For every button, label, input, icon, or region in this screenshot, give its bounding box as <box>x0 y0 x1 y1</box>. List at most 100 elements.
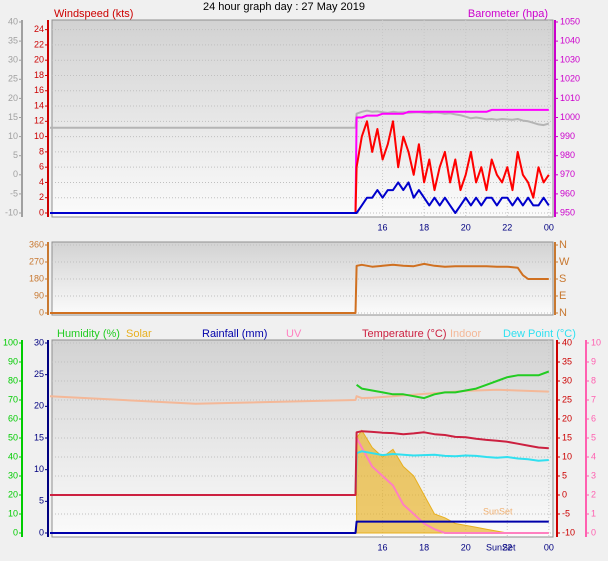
y-tick-label: 1020 <box>560 74 580 84</box>
y-tick-label: 80 <box>8 375 18 385</box>
y-tick-label: 12 <box>34 116 44 126</box>
y-tick-label: S <box>559 273 566 285</box>
y-tick-label: 30 <box>562 375 572 385</box>
x-tick-label: 16 <box>378 542 388 552</box>
y-tick-label: 7 <box>591 394 596 404</box>
y-tick-label: 2 <box>39 192 44 202</box>
y-tick-label: 0 <box>562 489 567 499</box>
y-tick-label: 25 <box>8 74 18 84</box>
y-tick-label: -5 <box>562 508 570 518</box>
y-tick-label: 5 <box>39 496 44 506</box>
y-tick-label: 90 <box>34 290 44 300</box>
y-tick-label: 0 <box>39 307 44 317</box>
y-tick-label: -10 <box>562 527 575 537</box>
y-tick-label: 1050 <box>560 16 580 26</box>
y-tick-label: 4 <box>39 177 44 187</box>
y-tick-label: 1030 <box>560 55 580 65</box>
y-tick-label: 6 <box>39 162 44 172</box>
x-tick-label: 22 <box>502 222 512 232</box>
y-tick-label: 18 <box>34 70 44 80</box>
y-tick-label: 1010 <box>560 93 580 103</box>
y-tick-label: 10 <box>591 337 601 347</box>
x-tick-label: 16 <box>378 222 388 232</box>
y-tick-label: 30 <box>34 337 44 347</box>
y-tick-label: 1000 <box>560 112 580 122</box>
line <box>50 120 550 214</box>
y-tick-label: 40 <box>8 451 18 461</box>
y-tick-label: -10 <box>5 207 18 217</box>
y-tick-label: 0 <box>591 527 596 537</box>
y-tick-label: 24 <box>34 24 44 34</box>
y-tick-label: 0 <box>39 527 44 537</box>
y-tick-label: 3 <box>591 470 596 480</box>
y-tick-label: N <box>559 307 567 319</box>
y-tick-label: 9 <box>591 356 596 366</box>
y-tick-label: 0 <box>13 527 18 537</box>
y-tick-label: W <box>559 256 570 268</box>
annotation: SunSet <box>486 542 516 552</box>
y-tick-label: 270 <box>29 256 44 266</box>
y-tick-label: 6 <box>591 413 596 423</box>
y-tick-label: 1 <box>591 508 596 518</box>
y-tick-label: 4 <box>591 451 596 461</box>
line <box>50 109 550 129</box>
y-tick-label: 15 <box>34 432 44 442</box>
y-tick-label: 960 <box>560 188 575 198</box>
y-tick-label: 10 <box>34 464 44 474</box>
y-tick-label: 14 <box>34 100 44 110</box>
y-tick-label: 20 <box>34 401 44 411</box>
x-tick-label: 00 <box>544 542 554 552</box>
y-tick-label: 990 <box>560 131 575 141</box>
legend-entry: Solar <box>126 328 152 340</box>
annotation: SunSet <box>483 506 513 516</box>
line <box>50 430 549 496</box>
line <box>355 437 549 534</box>
y-tick-label: 70 <box>8 394 18 404</box>
y-tick-label: 35 <box>8 35 18 45</box>
y-tick-label: 60 <box>8 413 18 423</box>
y-tick-label: 950 <box>560 207 575 217</box>
y-tick-label: 40 <box>8 16 18 26</box>
legend-entry: Dew Point (°C) <box>503 328 576 340</box>
y-tick-label: 0 <box>13 169 18 179</box>
y-tick-label: 15 <box>8 112 18 122</box>
y-tick-label: 30 <box>8 55 18 65</box>
x-tick-label: 18 <box>419 222 429 232</box>
y-tick-label: 8 <box>591 375 596 385</box>
line <box>50 262 549 314</box>
y-tick-label: 10 <box>8 131 18 141</box>
y-tick-label: 360 <box>29 239 44 249</box>
y-tick-label: 1040 <box>560 35 580 45</box>
line <box>49 388 549 405</box>
legend-entry: UV <box>286 328 302 340</box>
y-tick-label: N <box>559 239 567 251</box>
y-tick-label: 35 <box>562 356 572 366</box>
y-tick-label: 22 <box>34 39 44 49</box>
y-tick-label: -5 <box>10 188 18 198</box>
y-tick-label: E <box>559 290 566 302</box>
y-tick-label: 970 <box>560 169 575 179</box>
y-tick-label: 5 <box>591 432 596 442</box>
y-tick-label: 5 <box>562 470 567 480</box>
y-tick-label: 40 <box>562 337 572 347</box>
y-tick-label: 180 <box>29 273 44 283</box>
y-tick-label: 20 <box>34 55 44 65</box>
page-title: 24 hour graph day : 27 May 2019 <box>203 1 365 13</box>
legend-entry: Indoor <box>450 328 482 340</box>
legend-entry: Rainfall (mm) <box>202 328 267 340</box>
line <box>50 520 549 534</box>
y-tick-label: 980 <box>560 150 575 160</box>
y-tick-label: 20 <box>8 489 18 499</box>
x-tick-label: 18 <box>419 542 429 552</box>
y-tick-label: 20 <box>8 93 18 103</box>
y-tick-label: 20 <box>562 413 572 423</box>
y-tick-label: 16 <box>34 85 44 95</box>
x-tick-label: 20 <box>461 542 471 552</box>
line <box>356 370 550 400</box>
y-tick-label: 25 <box>562 394 572 404</box>
y-tick-label: 10 <box>8 508 18 518</box>
line <box>50 108 549 214</box>
x-tick-label: 22 <box>502 542 512 552</box>
y-tick-label: 50 <box>8 432 18 442</box>
